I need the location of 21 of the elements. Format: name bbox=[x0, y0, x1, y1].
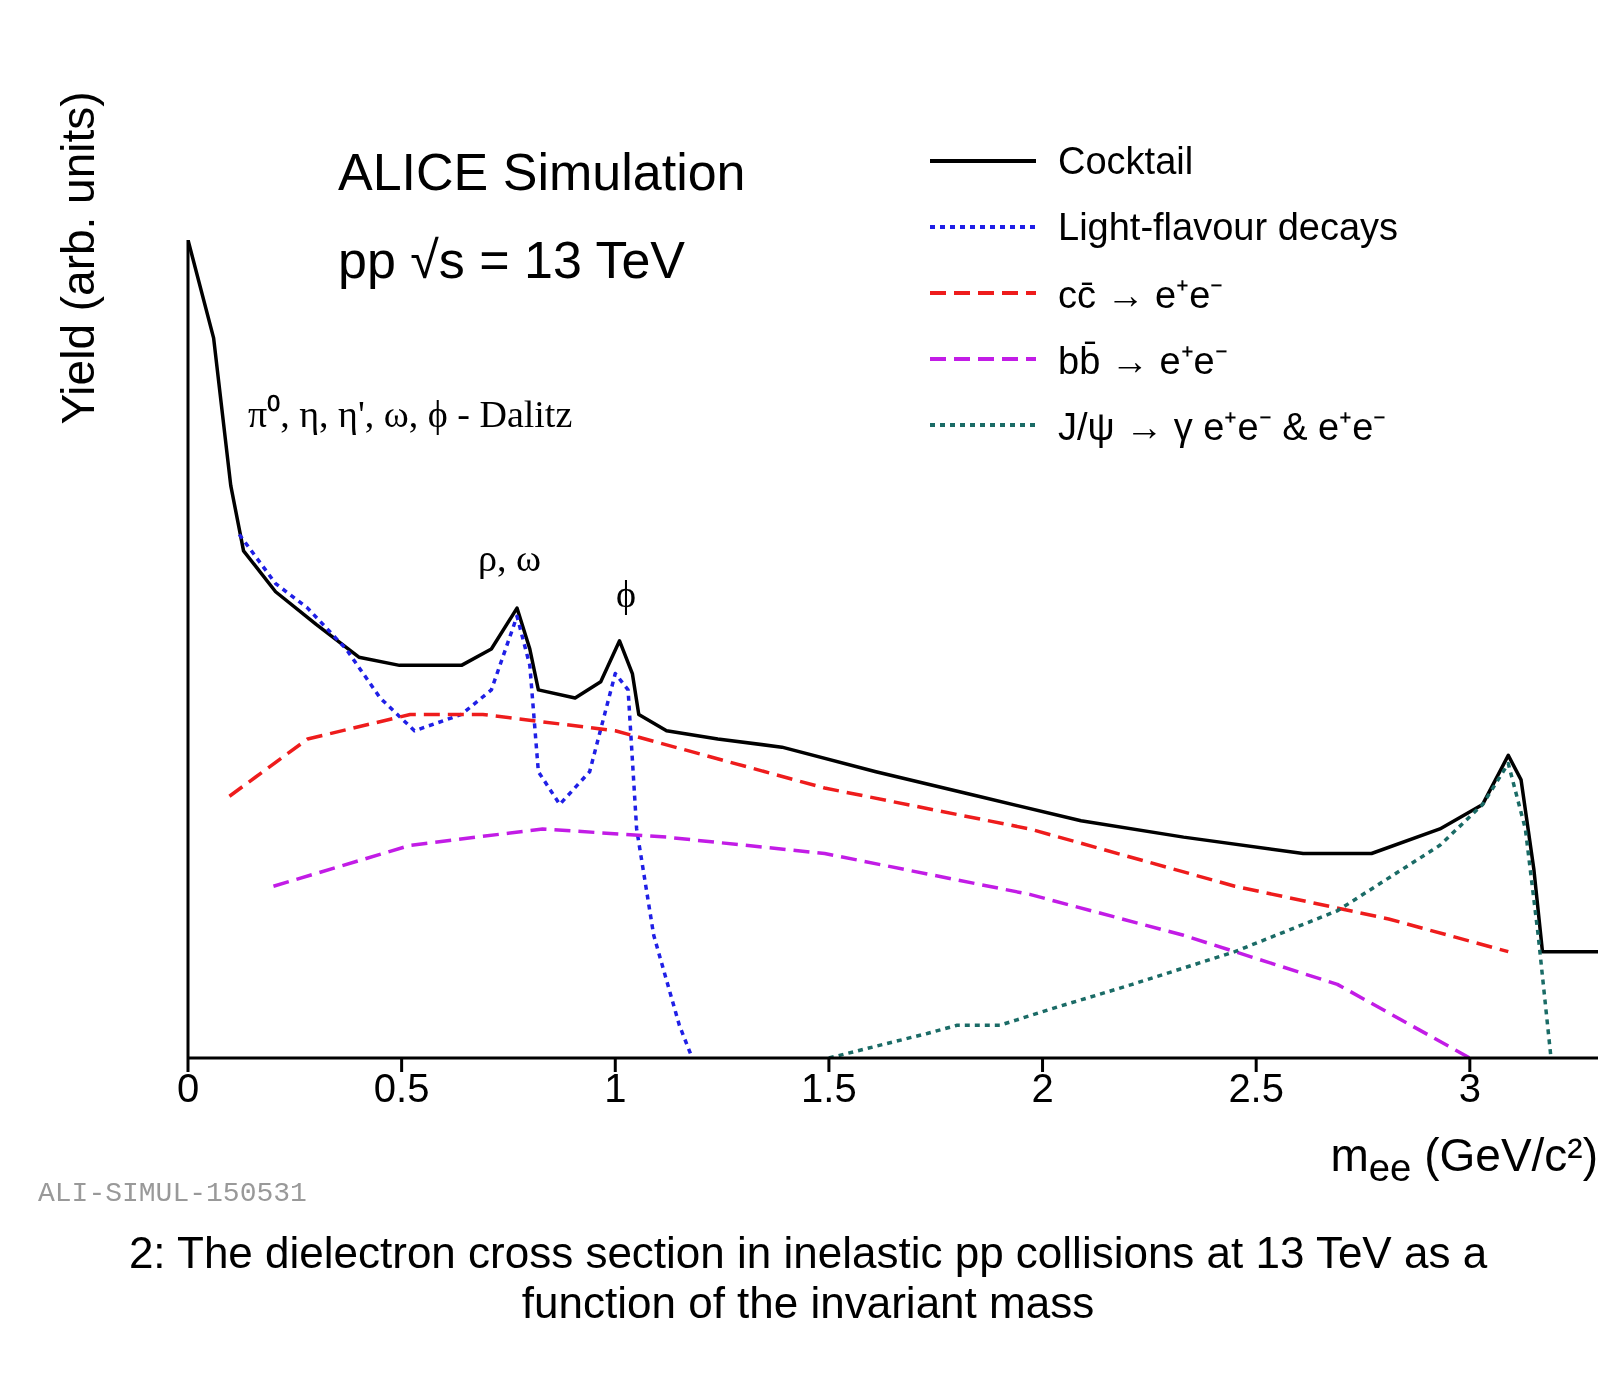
x-tick-label: 2.5 bbox=[1228, 1066, 1284, 1111]
x-tick-label: 3 bbox=[1458, 1066, 1481, 1111]
x-axis-title: m$_{ee}$ (GeV/c²) bbox=[1330, 1128, 1598, 1191]
x-tick-label: 2 bbox=[1031, 1066, 1054, 1111]
chart-title: ALICE Simulation bbox=[338, 142, 746, 203]
legend-label: Cocktail bbox=[1058, 139, 1194, 183]
legend-label: Light-flavour decays bbox=[1058, 205, 1399, 249]
x-tick-label: 0 bbox=[176, 1066, 200, 1111]
x-tick-label: 0.5 bbox=[373, 1066, 430, 1111]
x-tick-label: 1 bbox=[604, 1066, 627, 1111]
annotation: ρ, ω bbox=[478, 536, 541, 580]
y-axis-title: Yield (arb. units) bbox=[51, 91, 105, 425]
annotation: π⁰, η, η', ω, ϕ - Dalitz bbox=[248, 392, 573, 437]
x-tick-label: 1.5 bbox=[801, 1066, 857, 1111]
legend-label: bb̄ → e⁺e⁻ bbox=[1058, 339, 1228, 384]
text: ALI-SIMUL-150531 bbox=[38, 1178, 307, 1209]
text: 2: The dielectron cross section in inelastic pp collisions at 13 TeV as a function of the invariant mass bbox=[127, 1228, 1489, 1328]
legend-label: cc̄ → e⁺e⁻ bbox=[1058, 273, 1224, 318]
chart-subtitle: pp √s = 13 TeV bbox=[338, 230, 687, 291]
legend-label: J/ψ → γ e⁺e⁻ & e⁺e⁻ bbox=[1058, 405, 1387, 450]
annotation: ϕ bbox=[616, 572, 637, 616]
